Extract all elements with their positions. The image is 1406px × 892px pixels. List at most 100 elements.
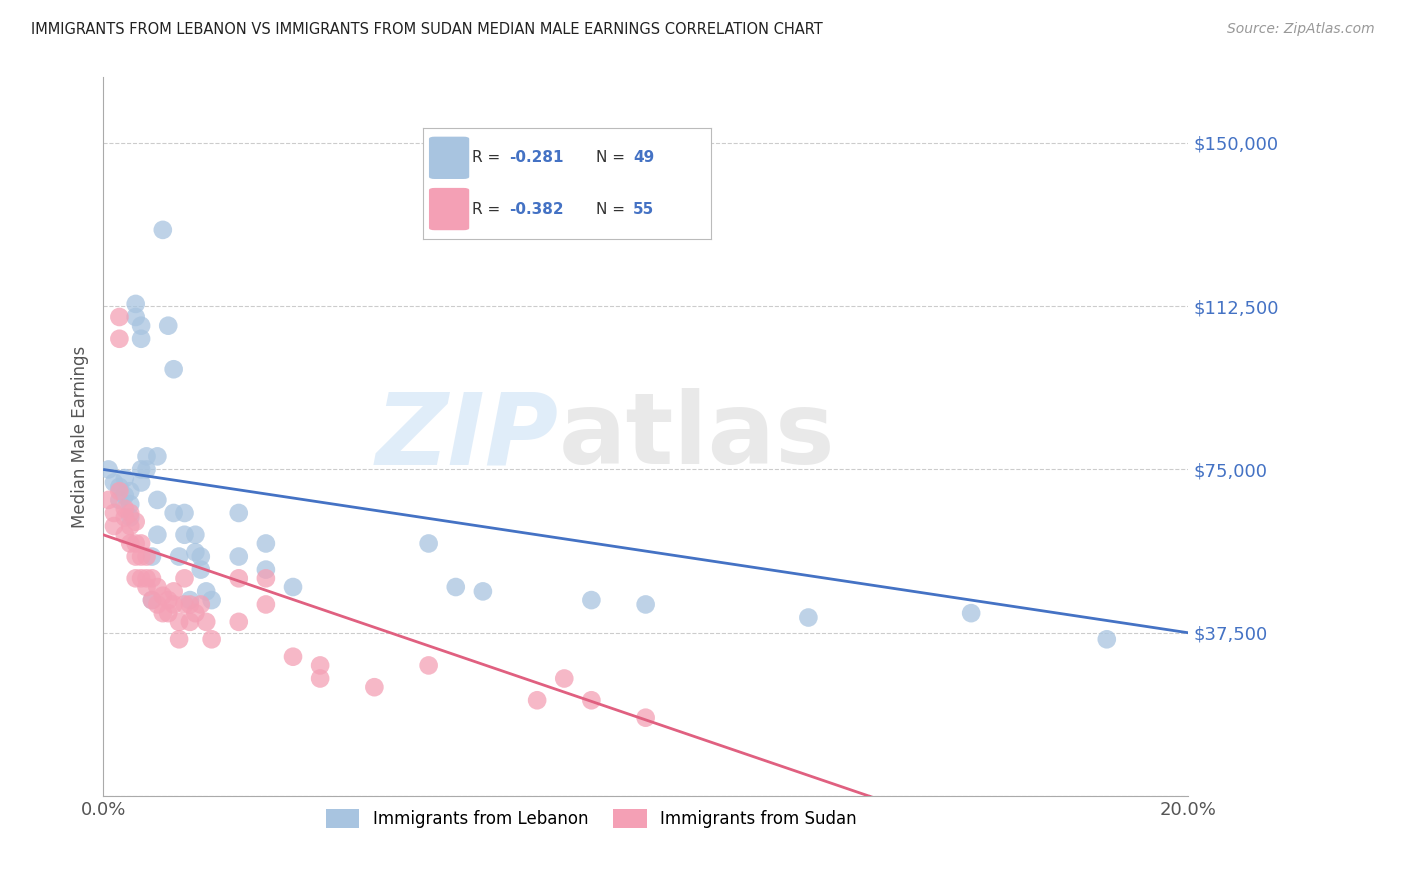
Point — [254, 536, 277, 550]
Point — [173, 528, 195, 542]
Point — [152, 589, 174, 603]
Point — [254, 598, 277, 612]
Point — [146, 580, 169, 594]
Point — [444, 580, 467, 594]
Point — [135, 549, 157, 564]
Point — [125, 536, 148, 550]
Point — [152, 223, 174, 237]
Point — [471, 584, 494, 599]
Point — [108, 492, 131, 507]
Point — [173, 506, 195, 520]
Point — [163, 598, 186, 612]
Point — [281, 580, 304, 594]
Point — [157, 318, 180, 333]
Point — [190, 563, 212, 577]
Point — [103, 506, 125, 520]
Point — [129, 536, 152, 550]
Point — [201, 632, 224, 647]
Point — [163, 584, 186, 599]
Point — [581, 693, 603, 707]
Point — [129, 318, 152, 333]
Point — [190, 549, 212, 564]
Point — [195, 584, 218, 599]
Text: Source: ZipAtlas.com: Source: ZipAtlas.com — [1227, 22, 1375, 37]
Point — [363, 680, 385, 694]
Point — [129, 475, 152, 490]
Point — [201, 593, 224, 607]
Point — [114, 471, 136, 485]
Point — [228, 615, 250, 629]
Text: atlas: atlas — [558, 388, 835, 485]
Point — [179, 615, 201, 629]
Text: ZIP: ZIP — [375, 388, 558, 485]
Point — [120, 484, 142, 499]
Point — [797, 610, 820, 624]
Point — [179, 593, 201, 607]
Point — [157, 593, 180, 607]
Point — [141, 549, 163, 564]
Point — [129, 571, 152, 585]
Point — [418, 536, 440, 550]
Point — [129, 462, 152, 476]
Point — [146, 492, 169, 507]
Point — [228, 549, 250, 564]
Point — [553, 672, 575, 686]
Text: IMMIGRANTS FROM LEBANON VS IMMIGRANTS FROM SUDAN MEDIAN MALE EARNINGS CORRELATIO: IMMIGRANTS FROM LEBANON VS IMMIGRANTS FR… — [31, 22, 823, 37]
Point — [167, 615, 190, 629]
Point — [163, 362, 186, 376]
Point — [129, 549, 152, 564]
Point — [97, 492, 120, 507]
Point — [120, 519, 142, 533]
Point — [173, 598, 195, 612]
Point — [103, 519, 125, 533]
Point — [141, 593, 163, 607]
Point — [228, 506, 250, 520]
Point — [152, 606, 174, 620]
Point — [184, 545, 207, 559]
Point — [190, 598, 212, 612]
Point — [254, 563, 277, 577]
Point — [167, 632, 190, 647]
Point — [135, 462, 157, 476]
Point — [309, 658, 332, 673]
Point — [1095, 632, 1118, 647]
Point — [141, 571, 163, 585]
Point — [129, 332, 152, 346]
Point — [135, 571, 157, 585]
Point — [195, 615, 218, 629]
Point — [157, 606, 180, 620]
Point — [173, 571, 195, 585]
Point — [114, 489, 136, 503]
Point — [418, 658, 440, 673]
Point — [108, 332, 131, 346]
Point — [108, 480, 131, 494]
Legend: Immigrants from Lebanon, Immigrants from Sudan: Immigrants from Lebanon, Immigrants from… — [319, 802, 863, 835]
Point — [146, 598, 169, 612]
Point — [309, 672, 332, 686]
Point — [125, 297, 148, 311]
Point — [146, 528, 169, 542]
Point — [125, 571, 148, 585]
Point — [97, 462, 120, 476]
Point — [179, 598, 201, 612]
Point — [120, 510, 142, 524]
Point — [167, 549, 190, 564]
Point — [114, 510, 136, 524]
Point — [125, 310, 148, 324]
Point — [135, 450, 157, 464]
Point — [146, 450, 169, 464]
Point — [125, 515, 148, 529]
Point — [135, 580, 157, 594]
Point — [634, 598, 657, 612]
Point — [184, 528, 207, 542]
Point — [120, 497, 142, 511]
Point — [960, 606, 983, 620]
Point — [108, 310, 131, 324]
Point — [254, 571, 277, 585]
Point — [103, 475, 125, 490]
Point — [141, 593, 163, 607]
Point — [114, 528, 136, 542]
Point — [120, 536, 142, 550]
Point — [114, 501, 136, 516]
Point — [581, 593, 603, 607]
